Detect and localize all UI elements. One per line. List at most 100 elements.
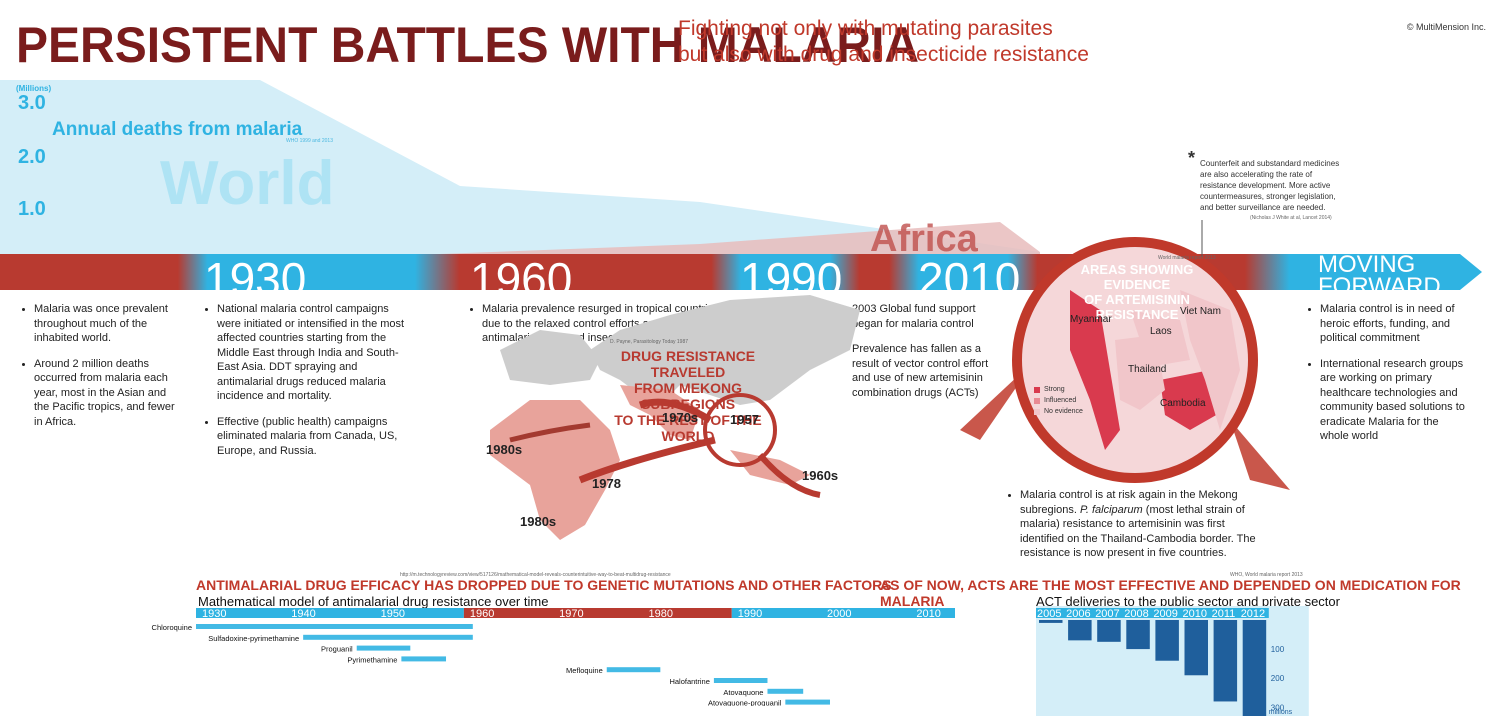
right-arrow bbox=[1230, 420, 1290, 490]
act-y-tick: 100 bbox=[1271, 645, 1285, 654]
act-bar bbox=[1184, 620, 1208, 676]
act-axis-band bbox=[1036, 608, 1269, 618]
copyright: © MultiMension Inc. bbox=[1406, 22, 1486, 32]
drug-label: Halofantrine bbox=[669, 677, 709, 686]
axis-band-segment bbox=[196, 608, 464, 618]
drug-bar bbox=[356, 645, 411, 651]
x-tick-label: 1960 bbox=[470, 608, 494, 620]
map-year-1970s: 1970s bbox=[662, 410, 699, 425]
act-bar bbox=[1039, 620, 1063, 623]
list-item: Around 2 million deaths occurred from ma… bbox=[34, 357, 184, 430]
page-title: PERSISTENT BATTLES WITH MALARIA bbox=[16, 17, 920, 74]
act-x-tick: 2005 bbox=[1037, 608, 1061, 620]
world-label: World bbox=[160, 149, 335, 218]
country-myanmar: Myanmar bbox=[1070, 314, 1112, 325]
axis-band-segment bbox=[463, 608, 732, 618]
mekong-note: Malaria control is at risk again in the … bbox=[1008, 488, 1260, 572]
asterisk-icon: * bbox=[1188, 148, 1196, 168]
legend-strong: Strong bbox=[1044, 386, 1065, 393]
x-tick-label: 1970 bbox=[559, 608, 583, 620]
drug-resistance-chart: 1930 1940 1950 1960 1970 1980 1990 2000 2010 Chlo… bbox=[152, 608, 955, 706]
map-heading: DRUG RESISTANCE TRAVELED FROM MEKONG SUB… bbox=[614, 348, 762, 444]
act-bar bbox=[1097, 620, 1121, 642]
x-tick-label: 1950 bbox=[381, 608, 405, 620]
act-x-tick: 2012 bbox=[1241, 608, 1265, 620]
drug-bar bbox=[767, 688, 804, 694]
drug-bar bbox=[196, 624, 473, 629]
drug-label: Atovaquone-proquanil bbox=[708, 699, 782, 706]
drug-bar bbox=[785, 699, 830, 705]
list-item: Malaria control is in need of heroic eff… bbox=[1320, 302, 1468, 346]
africa-deaths-area bbox=[440, 222, 1040, 258]
map-year-1980s-a: 1980s bbox=[486, 442, 523, 457]
act-x-tick: 2007 bbox=[1095, 608, 1119, 620]
drug-bar bbox=[713, 678, 768, 683]
vietnam-region bbox=[1180, 290, 1240, 430]
left-source: http://m.technologyreview.com/view/51712… bbox=[400, 572, 671, 578]
act-bar bbox=[1242, 620, 1267, 716]
eurasia-shape bbox=[590, 295, 860, 405]
map-year-1980s-b: 1980s bbox=[520, 514, 557, 529]
legend-swatch-strong bbox=[1034, 387, 1040, 393]
note-connector-line bbox=[1201, 220, 1203, 260]
act-x-tick: 2008 bbox=[1124, 608, 1148, 620]
x-tick-label: 1940 bbox=[291, 608, 315, 620]
act-chart-subtitle: ACT deliveries to the public sector and … bbox=[1036, 594, 1340, 609]
x-tick-label: 1930 bbox=[202, 608, 226, 620]
drug-label: Sulfadoxine-pyrimethamine bbox=[208, 634, 299, 643]
act-y-tick: 200 bbox=[1271, 674, 1285, 683]
myanmar-region bbox=[1070, 290, 1120, 450]
y-tick-3: 3.0 bbox=[18, 92, 46, 114]
circle-heading: AREAS SHOWING EVIDENCE OF ARTEMISININ RE… bbox=[1080, 262, 1194, 322]
deaths-area-chart bbox=[0, 80, 1040, 258]
decade-1930: 1930 bbox=[204, 253, 307, 305]
decade-2010: 2010 bbox=[918, 253, 1021, 305]
drug-chart-title: ANTIMALARIAL DRUG EFFICACY HAS DROPPED D… bbox=[196, 577, 892, 593]
column-moving-forward: Malaria control is in need of heroic eff… bbox=[1308, 302, 1468, 455]
act-x-tick: 2006 bbox=[1066, 608, 1090, 620]
spread-arrow bbox=[638, 398, 712, 423]
drug-label: Pyrimethamine bbox=[347, 655, 397, 664]
x-tick-label: 2000 bbox=[827, 608, 851, 620]
drug-chart-subtitle: Mathematical model of antimalarial drug … bbox=[198, 594, 549, 609]
act-x-tick: 2009 bbox=[1153, 608, 1177, 620]
map-year-1978: 1978 bbox=[592, 476, 621, 491]
act-y-unit: millions bbox=[1269, 709, 1293, 716]
x-tick-label: 1990 bbox=[738, 608, 762, 620]
x-tick-label: 1980 bbox=[648, 608, 672, 620]
country-laos: Laos bbox=[1150, 326, 1172, 337]
drug-label: Proguanil bbox=[321, 645, 353, 654]
decade-1960: 1960 bbox=[470, 253, 573, 305]
note-text: Counterfeit and substandard medicines ar… bbox=[1200, 159, 1340, 212]
act-deliveries-chart: 2005 2006 2007 2008 2009 2010 2011 2012 100 200 30… bbox=[1036, 606, 1309, 716]
legend-no-evidence: No evidence bbox=[1044, 408, 1083, 415]
drug-label: Mefloquine bbox=[566, 666, 603, 675]
act-chart-title: AS OF NOW, ACTS ARE THE MOST EFFECTIVE A… bbox=[880, 577, 1461, 609]
y-tick-1: 1.0 bbox=[18, 198, 46, 220]
world-deaths-area bbox=[0, 80, 1040, 258]
deaths-source: WHO 1999 and 2013 bbox=[286, 138, 333, 144]
deaths-title: Annual deaths from malaria bbox=[52, 119, 303, 140]
column-1930s-campaigns: National malaria control campaigns were … bbox=[205, 302, 405, 469]
europe-shape bbox=[500, 330, 600, 385]
act-y-tick: 300 bbox=[1271, 703, 1285, 712]
act-bar bbox=[1068, 620, 1092, 641]
column-1930: Malaria was once prevalent throughout mu… bbox=[22, 302, 184, 440]
moving-forward-label: MOVING FORWARD bbox=[1318, 251, 1441, 300]
list-item: International research groups are workin… bbox=[1320, 357, 1468, 444]
list-item: Malaria was once prevalent throughout mu… bbox=[34, 302, 184, 346]
page-subtitle: Fighting not only with mutating parasite… bbox=[678, 16, 1089, 68]
circle-legend: Strong Influenced No evidence bbox=[1044, 384, 1083, 417]
map-year-1957: 1957 bbox=[730, 412, 759, 427]
list-item: Effective (public health) campaigns elim… bbox=[217, 415, 405, 459]
counterfeit-note: Counterfeit and substandard medicines ar… bbox=[1200, 158, 1350, 224]
x-tick-label: 2010 bbox=[916, 608, 940, 620]
subtitle-line-2: but also with drug and insecticide resis… bbox=[678, 43, 1089, 66]
list-item: Malaria control is at risk again in the … bbox=[1020, 488, 1260, 561]
map-year-1960s: 1960s bbox=[802, 468, 839, 483]
act-bar bbox=[1213, 620, 1238, 702]
act-bar bbox=[1126, 620, 1150, 650]
mekong-circle bbox=[703, 393, 777, 467]
list-item: 2003 Global fund support began for malar… bbox=[852, 302, 992, 331]
act-x-tick: 2010 bbox=[1183, 608, 1207, 620]
